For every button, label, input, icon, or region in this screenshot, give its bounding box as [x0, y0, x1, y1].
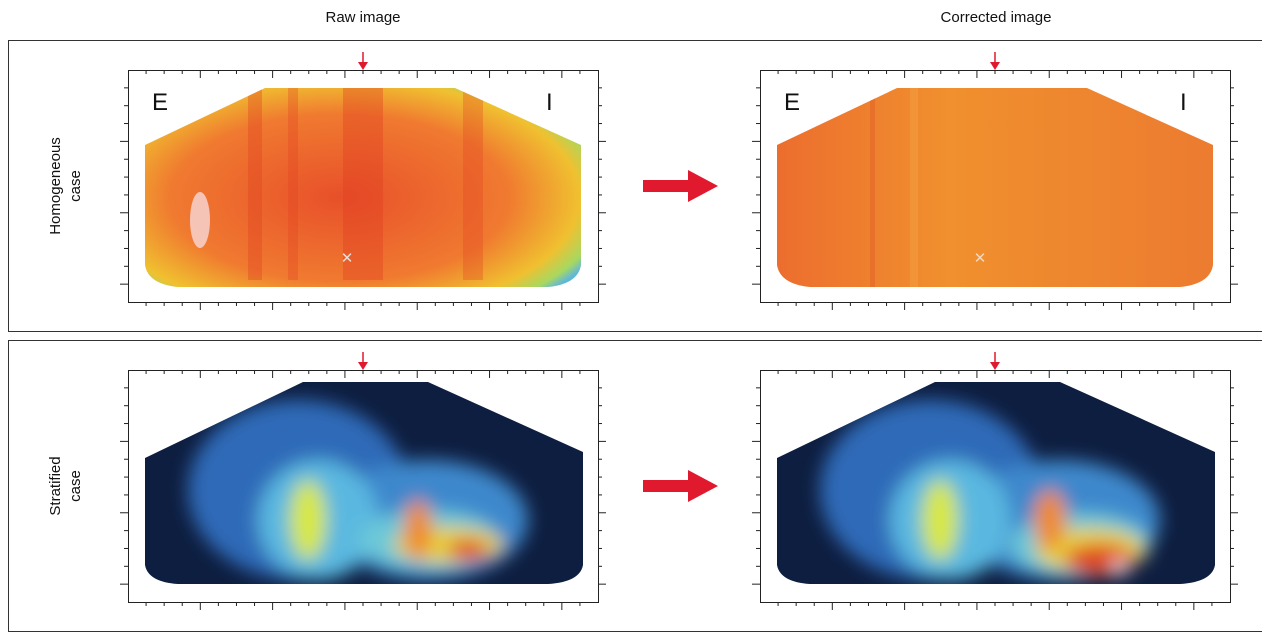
pointer	[990, 62, 1000, 70]
marker: ✕	[974, 250, 987, 267]
row-label: case	[67, 170, 84, 202]
row-label: Stratified	[47, 456, 64, 515]
corrected-image	[760, 70, 1230, 302]
side-label: I	[546, 89, 553, 116]
side-label: I	[1180, 89, 1187, 116]
raw-image	[128, 370, 598, 602]
pointer	[358, 62, 368, 70]
row-label: case	[67, 470, 84, 502]
marker: ✕	[341, 250, 354, 267]
corrected-image	[760, 370, 1230, 602]
column-title: Corrected image	[941, 9, 1052, 26]
column-title: Raw image	[325, 9, 400, 26]
pointer	[358, 362, 368, 370]
raw-image	[128, 70, 598, 302]
arrow	[643, 170, 718, 202]
side-label: E	[784, 89, 800, 116]
arrow	[643, 470, 718, 502]
pointer	[990, 362, 1000, 370]
side-label: E	[152, 89, 168, 116]
row-label: Homogeneous	[47, 137, 64, 235]
